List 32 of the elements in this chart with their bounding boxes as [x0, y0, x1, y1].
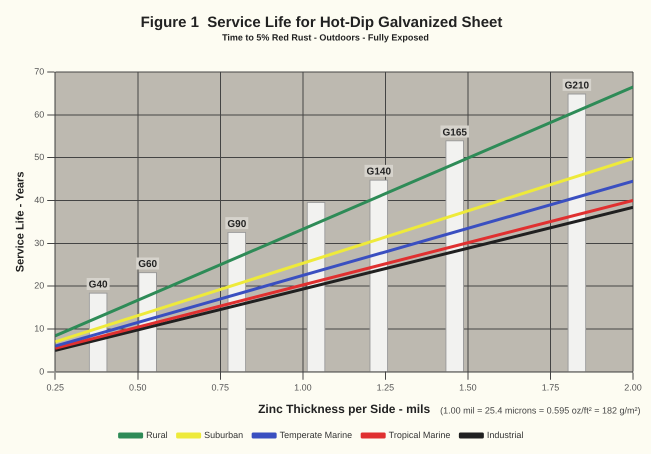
y-tick-label: 60 — [34, 109, 44, 120]
x-tick-label: 0.25 — [46, 382, 64, 393]
legend-label: Temperate Marine — [280, 430, 352, 440]
y-tick-label: 0 — [39, 366, 44, 376]
y-tick-label: 50 — [34, 152, 44, 162]
x-tick-label: 0.75 — [212, 382, 230, 393]
y-tick-label: 40 — [34, 194, 44, 205]
chart-title: Figure 1 Service Life for Hot-Dip Galvanized Sheet — [140, 14, 502, 32]
x-tick-label: 1.00 — [294, 382, 312, 393]
chart-subtitle: Time to 5% Red Rust - Outdoors - Fully Exposed — [222, 32, 429, 42]
legend-label: Suburban — [204, 430, 244, 440]
y-axis-title: Service Life - Years — [14, 172, 27, 272]
annotation: G165 — [442, 127, 468, 138]
x-tick-label: 1.50 — [459, 382, 477, 393]
annotation: G140 — [366, 166, 392, 178]
annotation: G60 — [138, 259, 158, 270]
x-tick-label: 2.00 — [624, 382, 642, 393]
annotation: G40 — [88, 280, 108, 291]
x-tick-label: 0.50 — [128, 382, 147, 393]
x-axis-title: Zinc Thickness per Side - mils — [258, 402, 430, 416]
legend-label: Tropical Marine — [388, 430, 450, 440]
y-tick-label: 70 — [34, 66, 44, 76]
legend-label: Rural — [146, 430, 168, 440]
y-tick-label: 20 — [34, 280, 44, 291]
annotation: G90 — [227, 218, 247, 230]
y-tick-label: 30 — [34, 238, 44, 248]
annotation: G210 — [564, 80, 590, 92]
x-tick-label: 1.25 — [376, 382, 394, 393]
text: (1.00 mil = 25.4 microns = 0.595 oz/ft² = 182 g/m²) — [440, 405, 640, 416]
y-tick-label: 10 — [34, 323, 44, 334]
x-tick-label: 1.75 — [542, 382, 560, 393]
legend-label: Industrial — [486, 430, 524, 440]
